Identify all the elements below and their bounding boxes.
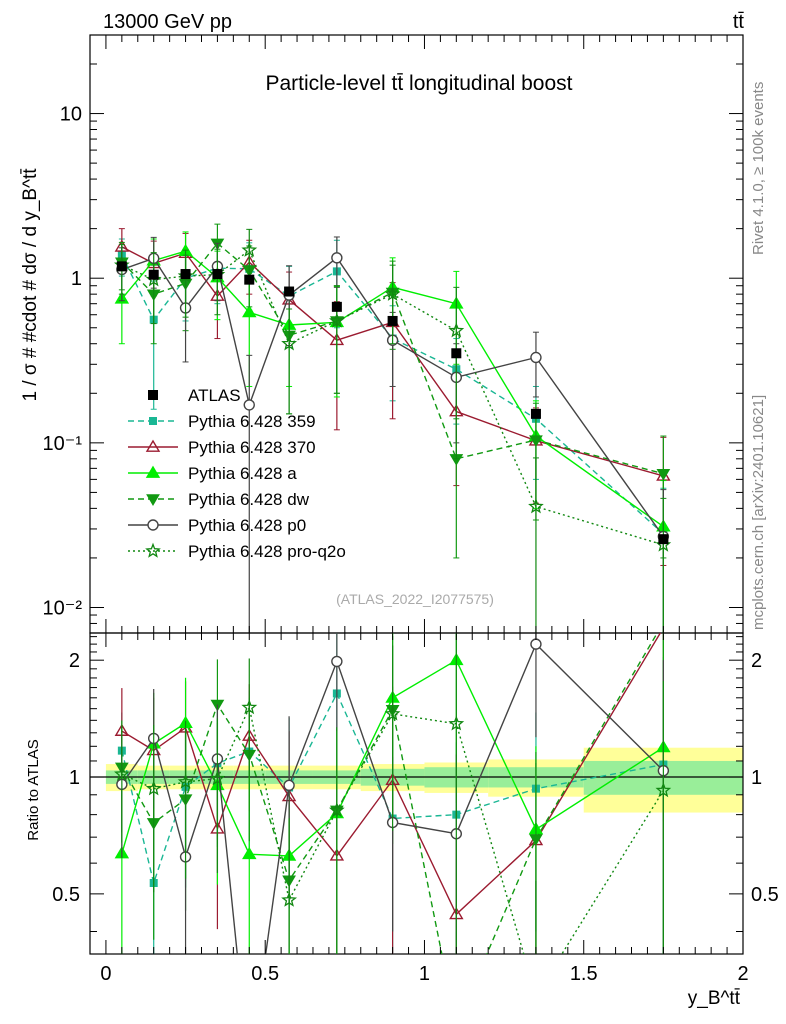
atlas-point xyxy=(116,261,127,272)
watermark: (ATLAS_2022_I2077575) xyxy=(336,591,494,607)
series-5-ratio-line xyxy=(121,705,664,954)
ratio-y-axis-label: Ratio to ATLAS xyxy=(25,739,42,840)
series-5-ratio-point xyxy=(384,705,401,721)
energy-label: 13000 GeV pp xyxy=(103,11,232,33)
x-axis-ticks: 0 0.5 1 1.5 2 xyxy=(100,35,749,985)
main-panel: Particle-level tt̄ longitudinal boost (A… xyxy=(20,34,744,634)
x-axis-label: y_B^tt̄ xyxy=(688,988,741,1009)
series-5-point xyxy=(384,285,401,301)
main-data-marks xyxy=(113,223,672,634)
legend-entry: Pythia 6.428 a xyxy=(128,464,297,483)
atlas-point xyxy=(284,286,295,297)
legend-marker xyxy=(145,542,161,558)
series-5-point xyxy=(241,241,258,257)
legend-label: Pythia 6.428 a xyxy=(188,464,297,483)
series-5-ratio-point xyxy=(448,715,465,731)
series-4-ratio-point xyxy=(530,638,542,650)
atlas-point xyxy=(387,315,398,326)
legend-marker xyxy=(146,494,160,506)
series-4-point xyxy=(530,351,542,364)
ratio-axis-ticks: 0.5 0.5 1 1 2 2 xyxy=(52,636,779,932)
legend-entry: ATLAS xyxy=(148,386,241,405)
atlas-point xyxy=(180,269,191,280)
legend-entry: Pythia 6.428 359 xyxy=(128,412,316,431)
y-tick-label: 10⁻² xyxy=(43,597,83,619)
series-4-ratio-point xyxy=(331,655,343,668)
series-0-line xyxy=(121,254,664,535)
series-5-point xyxy=(528,498,544,514)
series-4-ratio-point xyxy=(283,779,295,792)
ratio-tick-label: 2 xyxy=(69,650,80,672)
rivet-label: Rivet 4.1.0, ≥ 100k events xyxy=(750,82,767,255)
legend-marker xyxy=(145,465,161,478)
atlas-point xyxy=(244,274,255,285)
series-5-ratio-point xyxy=(177,773,194,789)
series-5-point xyxy=(448,322,465,338)
series-5-point xyxy=(281,335,298,351)
series-5-ratio-point xyxy=(655,782,672,798)
atlas-point xyxy=(331,301,342,312)
ratio-tick-label-right: 2 xyxy=(751,650,762,672)
series-5-ratio-point xyxy=(281,891,298,907)
ratio-tick-label: 0.5 xyxy=(52,884,80,906)
legend-marker xyxy=(147,519,159,531)
series-2-ratio-point xyxy=(242,846,257,860)
legend-label: Pythia 6.428 p0 xyxy=(188,516,306,535)
series-5-main xyxy=(113,228,672,634)
ratio-tick-label: 1 xyxy=(69,767,80,789)
series-4-point xyxy=(331,252,343,264)
main-axis-ticks: 10⁻² 10⁻¹ 1 10 xyxy=(43,34,743,634)
legend-entry: Pythia 6.428 dw xyxy=(128,490,310,509)
legend-label: ATLAS xyxy=(188,386,241,405)
atlas-point xyxy=(451,348,462,359)
legend-marker xyxy=(148,390,158,400)
legend-label: Pythia 6.428 370 xyxy=(188,438,316,457)
x-tick-label: 1.5 xyxy=(570,963,598,985)
x-tick-label: 1 xyxy=(419,963,430,985)
x-tick-label: 2 xyxy=(737,963,748,985)
legend-entry: Pythia 6.428 370 xyxy=(128,438,316,457)
ratio-tick-label-right: 1 xyxy=(751,767,762,789)
mcplots-label: mcplots.cern.ch [arXiv:2401.10621] xyxy=(750,395,767,630)
series-3-ratio-point xyxy=(529,834,543,846)
ratio-data-marks xyxy=(114,633,672,954)
x-tick-label: 0 xyxy=(100,963,111,985)
chart-title: Particle-level tt̄ longitudinal boost xyxy=(265,72,572,95)
ratio-frame xyxy=(89,632,744,955)
series-4-point xyxy=(243,399,255,411)
legend-marker xyxy=(145,439,161,452)
atlas-point xyxy=(148,269,159,280)
series-5-point xyxy=(328,312,345,328)
x-tick-label: 0.5 xyxy=(251,963,279,985)
series-5-ratio-point xyxy=(241,699,258,715)
atlas-point xyxy=(530,408,541,419)
series-5-ratio-point xyxy=(114,765,130,781)
series-5-ratio-point xyxy=(145,780,162,796)
atlas-data xyxy=(116,261,669,545)
series-5-ratio-point xyxy=(329,802,345,818)
series-5-ratio-point xyxy=(209,770,226,786)
legend-label: Pythia 6.428 pro-q2o xyxy=(188,542,346,561)
ratio-tick-label-right: 0.5 xyxy=(751,884,779,906)
legend-label: Pythia 6.428 dw xyxy=(188,490,310,509)
legend-entry: Pythia 6.428 p0 xyxy=(128,516,306,535)
y-tick-label: 10⁻¹ xyxy=(43,433,83,455)
legend-label: Pythia 6.428 359 xyxy=(188,412,316,431)
legend-marker xyxy=(149,417,157,425)
y-axis-label: 1 / σ # #cdot # dσ / d y_B^tt̄ xyxy=(20,168,41,402)
atlas-point xyxy=(212,269,223,280)
y-tick-label: 1 xyxy=(71,268,82,290)
y-tick-label: 10 xyxy=(60,104,82,126)
process-label: tt̄ xyxy=(733,11,745,33)
atlas-point xyxy=(658,534,669,545)
series-2-point xyxy=(242,305,257,318)
series-5-ratio xyxy=(114,633,672,954)
ratio-panel: Ratio to ATLAS 0.5 0.5 1 1 2 2 xyxy=(25,632,779,955)
series-3-point xyxy=(529,435,543,448)
series-3-point xyxy=(656,468,671,481)
legend-entry: Pythia 6.428 pro-q2o xyxy=(128,542,346,561)
legend: ATLAS Pythia 6.428 359 Pythia 6.428 370 Pyt… xyxy=(128,386,346,561)
